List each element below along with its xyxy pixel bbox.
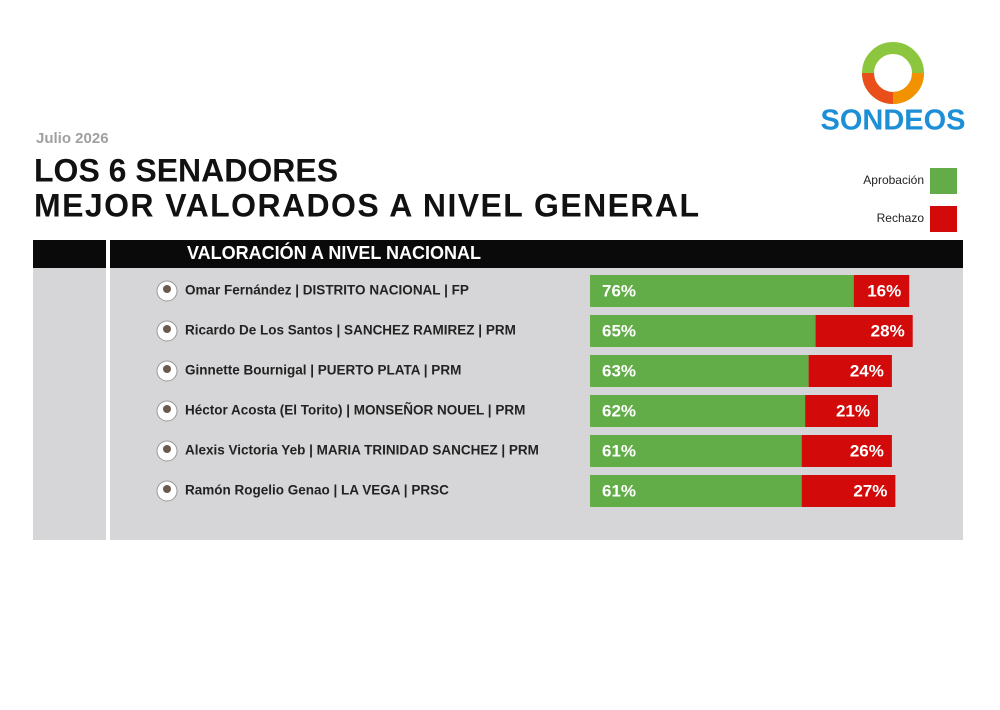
category-label: Alexis Victoria Yeb | MARIA TRINIDAD SAN… bbox=[185, 443, 539, 458]
legend-swatch bbox=[930, 168, 957, 194]
category-label: Héctor Acosta (El Torito) | MONSEÑOR NOU… bbox=[185, 403, 525, 418]
bar-segment bbox=[815, 315, 913, 347]
avatar-head bbox=[163, 445, 171, 453]
avatar-head bbox=[163, 405, 171, 413]
header: VALORACIÓN A NIVEL NACIONAL bbox=[187, 242, 481, 263]
bar-segment bbox=[805, 395, 879, 427]
bar-segment bbox=[590, 395, 806, 427]
value-label: 26% bbox=[850, 441, 884, 460]
logo-text: SONDEOS bbox=[820, 105, 965, 137]
value-label: 65% bbox=[602, 321, 636, 340]
avatar-head bbox=[163, 285, 171, 293]
category-label: Ricardo De Los Santos | SANCHEZ RAMIREZ … bbox=[185, 323, 516, 338]
chart-title: LOS 6 SENADORES bbox=[34, 152, 338, 188]
bar-segment bbox=[590, 435, 802, 467]
divider bbox=[106, 240, 110, 540]
bar-segment bbox=[808, 355, 892, 387]
value-label: 76% bbox=[602, 281, 636, 300]
value-label: 28% bbox=[871, 321, 905, 340]
date: Julio 2026 bbox=[36, 130, 109, 147]
legend-label: Rechazo bbox=[877, 211, 925, 225]
avatar-head bbox=[163, 365, 171, 373]
category-label: Omar Fernández | DISTRITO NACIONAL | FP bbox=[185, 283, 469, 298]
value-label: 27% bbox=[853, 481, 887, 500]
category-label: Ginnette Bournigal | PUERTO PLATA | PRM bbox=[185, 363, 461, 378]
value-label: 62% bbox=[602, 401, 636, 420]
bar-segment bbox=[590, 355, 809, 387]
logo-arc bbox=[862, 72, 894, 104]
value-label: 61% bbox=[602, 441, 636, 460]
avatar-head bbox=[163, 325, 171, 333]
bar-segment bbox=[590, 475, 802, 507]
logo-arc bbox=[892, 72, 924, 104]
avatar-head bbox=[163, 485, 171, 493]
logo: SONDEOS bbox=[820, 42, 966, 137]
value-label: 24% bbox=[850, 361, 884, 380]
value-label: 21% bbox=[836, 401, 870, 420]
legend-label: Aprobación bbox=[863, 173, 924, 187]
bar-segment bbox=[590, 275, 854, 307]
value-label: 61% bbox=[602, 481, 636, 500]
legend-swatch bbox=[930, 206, 957, 232]
bar-segment bbox=[801, 435, 892, 467]
bar-segment bbox=[801, 475, 896, 507]
bar-segment bbox=[590, 315, 816, 347]
chart-title: MEJOR VALORADOS A NIVEL GENERAL bbox=[34, 187, 699, 223]
header-bar bbox=[33, 240, 963, 268]
category-label: Ramón Rogelio Genao | LA VEGA | PRSC bbox=[185, 483, 449, 498]
value-label: 63% bbox=[602, 361, 636, 380]
bar-segment bbox=[853, 275, 910, 307]
value-label: 16% bbox=[867, 281, 901, 300]
